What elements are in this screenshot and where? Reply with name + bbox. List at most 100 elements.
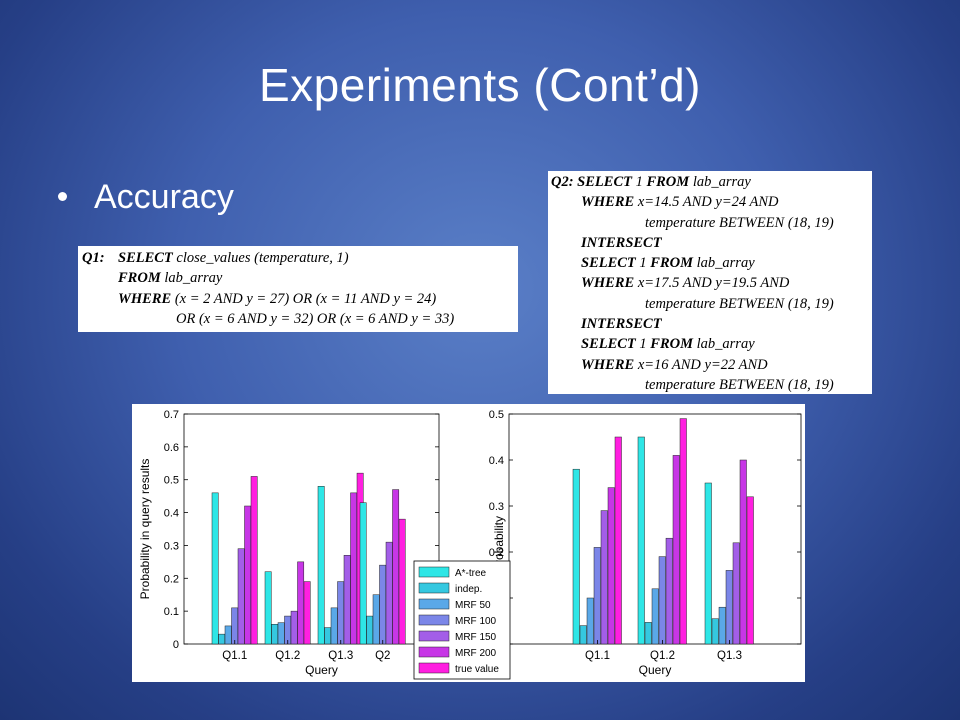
q2-line: Q2: SELECT 1 FROM lab_array bbox=[551, 172, 869, 192]
q2-line: temperature BETWEEN (18, 19) bbox=[551, 375, 869, 395]
q1-keyword: WHERE bbox=[118, 290, 172, 307]
q1-text: (x = 2 AND y = 27) OR (x = 11 AND y = 24… bbox=[174, 290, 437, 307]
q1-line: FROM lab_array bbox=[82, 268, 514, 288]
y-tick-label: 0.2 bbox=[489, 547, 504, 559]
y-tick-label: 0.3 bbox=[164, 540, 179, 552]
legend-swatch bbox=[418, 614, 450, 626]
bar bbox=[237, 548, 245, 645]
legend-swatch bbox=[418, 582, 450, 594]
q2-keyword: Q2: SELECT bbox=[551, 174, 632, 190]
x-tick-label: Q1.2 bbox=[650, 650, 675, 662]
bar bbox=[739, 459, 747, 645]
bar bbox=[271, 624, 279, 645]
y-axis-label: Probability bbox=[492, 516, 506, 572]
y-tick-label: 0.2 bbox=[164, 573, 179, 585]
bar bbox=[711, 618, 719, 645]
bar bbox=[658, 556, 666, 645]
legend-label: indep. bbox=[455, 584, 482, 595]
q2-text: lab_array bbox=[696, 336, 755, 353]
bar bbox=[250, 476, 258, 645]
q2-line: INTERSECT bbox=[551, 314, 869, 334]
q2-keyword: INTERSECT bbox=[581, 316, 662, 333]
bar bbox=[372, 594, 380, 645]
bar bbox=[572, 468, 580, 645]
y-tick-label: 0.4 bbox=[489, 455, 504, 467]
bar bbox=[231, 607, 239, 645]
q2-text: x=14.5 AND y=24 AND bbox=[637, 194, 779, 211]
q2-keyword: SELECT bbox=[581, 336, 636, 353]
legend-label: MRF 150 bbox=[455, 632, 497, 643]
q2-line: WHERE x=16 AND y=22 AND bbox=[551, 355, 869, 375]
q2-line: WHERE x=14.5 AND y=24 AND bbox=[551, 192, 869, 212]
bar bbox=[366, 615, 374, 645]
bullet-dot-icon bbox=[58, 192, 67, 201]
q2-line: SELECT 1 FROM lab_array bbox=[551, 334, 869, 354]
q2-line: temperature BETWEEN (18, 19) bbox=[551, 294, 869, 314]
bar bbox=[359, 502, 367, 645]
q2-keyword: FROM bbox=[650, 255, 694, 272]
bar bbox=[264, 571, 272, 645]
q2-line: temperature BETWEEN (18, 19) bbox=[551, 213, 869, 233]
q1-line: OR (x = 6 AND y = 32) OR (x = 6 AND y = … bbox=[82, 309, 514, 329]
bar bbox=[725, 570, 733, 645]
q2-keyword: WHERE bbox=[581, 356, 635, 373]
bar bbox=[337, 581, 345, 645]
bar bbox=[297, 561, 305, 645]
bar bbox=[593, 547, 601, 645]
x-tick-label: Q1.2 bbox=[275, 650, 300, 662]
q2-text: lab_array bbox=[696, 255, 755, 272]
legend-swatch bbox=[418, 662, 450, 674]
q2-line: SELECT 1 FROM lab_array bbox=[551, 253, 869, 273]
x-axis-label: Query bbox=[305, 663, 338, 677]
legend-label: A*-tree bbox=[455, 568, 487, 579]
bar bbox=[277, 622, 285, 645]
y-tick-label: 0.6 bbox=[164, 442, 179, 454]
q2-text: temperature BETWEEN (18, 19) bbox=[645, 214, 834, 231]
q1-keyword: FROM bbox=[118, 270, 161, 287]
q2-keyword: SELECT bbox=[581, 255, 636, 272]
q1-label: Q1: bbox=[82, 250, 105, 266]
query-q2-box: Q2: SELECT 1 FROM lab_array WHERE x=14.5… bbox=[548, 171, 872, 394]
bar-charts: 0 0.1 0.2 0.3 0.4 0.5 0.6 0.7 Q1.1 Q1.2 Q1.3 Q2 Quer… bbox=[138, 409, 802, 680]
q2-keyword: WHERE bbox=[581, 194, 635, 211]
bar bbox=[607, 487, 615, 645]
x-tick-label: Q1.3 bbox=[328, 650, 353, 662]
q1-text: close_values (temperature, 1) bbox=[176, 250, 349, 266]
legend-swatch bbox=[418, 598, 450, 610]
query-q1-box: Q1: SELECT close_values (temperature, 1) … bbox=[78, 246, 518, 332]
legend-swatch bbox=[418, 566, 450, 578]
bar bbox=[317, 486, 325, 645]
bar bbox=[324, 627, 332, 645]
bullet-text: Accuracy bbox=[94, 178, 234, 216]
x-tick-label: Q1.1 bbox=[585, 650, 610, 662]
slide-title: Experiments (Cont’d) bbox=[258, 59, 702, 111]
q1-text: lab_array bbox=[164, 270, 223, 287]
bar bbox=[379, 564, 387, 645]
q2-text: x=16 AND y=22 AND bbox=[637, 356, 768, 373]
q1-text: OR (x = 6 AND y = 32) OR (x = 6 AND y = … bbox=[176, 310, 455, 327]
bar bbox=[392, 489, 400, 645]
q2-keyword: FROM bbox=[650, 336, 694, 353]
y-axis-label: Probability in query results bbox=[138, 459, 152, 600]
bar bbox=[672, 455, 680, 645]
bar bbox=[718, 606, 726, 645]
bar bbox=[586, 597, 594, 645]
x-tick-label: Q2 bbox=[375, 650, 390, 662]
bar bbox=[218, 633, 226, 645]
bar bbox=[224, 625, 232, 645]
q2-text: lab_array bbox=[692, 174, 751, 190]
y-tick-label: 0.5 bbox=[164, 475, 179, 487]
bar bbox=[614, 436, 622, 645]
y-tick-label: 0.7 bbox=[164, 409, 179, 421]
legend-label: MRF 50 bbox=[455, 600, 491, 611]
bar bbox=[637, 436, 645, 645]
bar bbox=[211, 492, 219, 645]
y-tick-label: 0 bbox=[173, 639, 179, 651]
q2-keyword: FROM bbox=[646, 174, 690, 190]
q1-line: WHERE (x = 2 AND y = 27) OR (x = 11 AND … bbox=[82, 289, 514, 309]
y-tick-label: 0.1 bbox=[164, 606, 179, 618]
legend-swatch bbox=[418, 630, 450, 642]
bar bbox=[398, 518, 406, 645]
bar bbox=[704, 482, 712, 645]
q2-line: WHERE x=17.5 AND y=19.5 AND bbox=[551, 273, 869, 293]
